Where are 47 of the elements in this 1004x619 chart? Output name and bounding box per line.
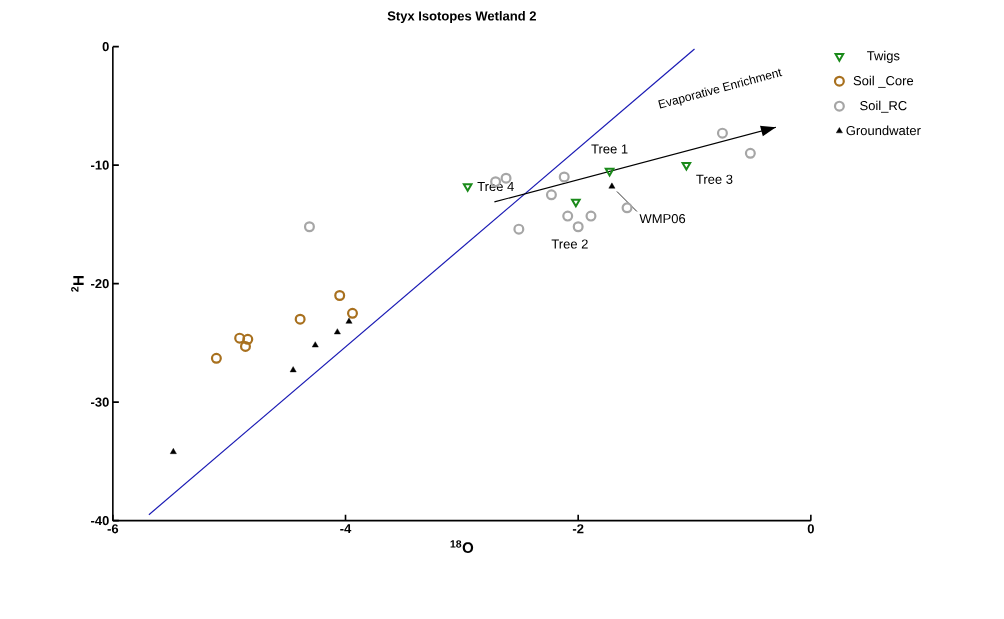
annotation: WMP06	[639, 214, 686, 224]
x-tick-label: -2	[572, 524, 584, 534]
point	[170, 448, 177, 454]
point	[289, 366, 297, 373]
annotation: Tree 1	[591, 144, 628, 154]
y-tick-label: -10	[91, 160, 109, 170]
point	[608, 182, 616, 189]
point	[681, 161, 692, 171]
y-tick-label: -30	[91, 397, 109, 407]
point	[585, 210, 597, 222]
point	[513, 223, 525, 235]
point	[346, 307, 358, 319]
x-tick-label: -4	[340, 524, 352, 534]
point	[294, 313, 306, 325]
point	[621, 202, 633, 214]
point	[571, 198, 581, 208]
point	[242, 333, 254, 345]
y-axis-title: $^{2}$H	[71, 276, 84, 292]
y-tick-label: -20	[91, 279, 109, 289]
y-tick-label: 0	[102, 42, 109, 52]
point	[334, 289, 346, 301]
point	[558, 171, 570, 183]
chart-title: Styx Isotopes Wetland 2	[387, 10, 536, 24]
point	[744, 147, 756, 159]
legend-label: Twigs	[867, 50, 900, 63]
point	[239, 340, 251, 352]
point	[545, 189, 557, 201]
point	[210, 352, 222, 364]
annotation: Tree 2	[551, 239, 588, 249]
x-tick-label: 0	[807, 524, 814, 534]
legend-label: Groundwater	[846, 125, 921, 136]
point	[303, 221, 315, 233]
point	[234, 332, 246, 344]
point	[462, 183, 473, 192]
x-axis-title: $^{18}$O	[450, 540, 474, 553]
point	[345, 317, 353, 324]
y-tick-label: -40	[91, 516, 109, 526]
legend-label: Soil _Core	[853, 75, 914, 88]
point	[604, 167, 615, 177]
point	[572, 221, 584, 233]
point	[562, 210, 574, 222]
point	[334, 328, 341, 335]
legend-label: Soil_RC	[860, 100, 907, 113]
x-tick-label: -6	[107, 524, 119, 534]
annotation: Tree 3	[696, 174, 733, 184]
point	[311, 341, 319, 348]
point	[716, 127, 728, 139]
